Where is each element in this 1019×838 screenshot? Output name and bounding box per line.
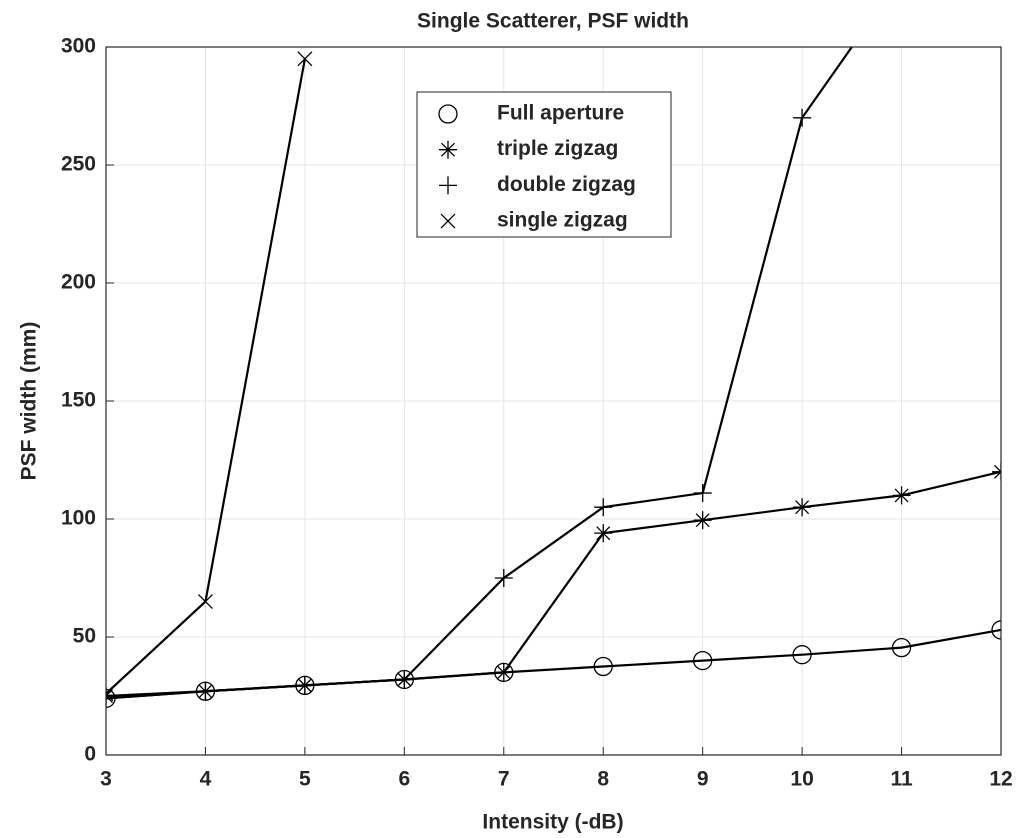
marker: [106, 686, 114, 702]
x-tick-label: 10: [790, 768, 813, 791]
legend-marker: [439, 140, 457, 159]
legend-marker: [438, 104, 458, 124]
y-tick-label: 0: [84, 743, 96, 766]
legend-marker: [439, 176, 457, 195]
marker: [693, 484, 712, 503]
y-tick-label: 50: [73, 625, 96, 648]
x-tick-label: 3: [100, 768, 112, 791]
marker: [793, 498, 812, 517]
x-tick-label: 6: [398, 768, 410, 791]
y-axis-label: PSF width (mm): [18, 322, 41, 481]
series-line: [106, 628, 1001, 700]
marker: [196, 682, 215, 701]
marker: [594, 498, 613, 517]
x-tick-label: 11: [890, 768, 913, 791]
marker: [494, 663, 513, 682]
x-tick-label: 4: [200, 768, 212, 791]
marker: [793, 108, 812, 127]
series-line: [106, 470, 1001, 698]
marker: [106, 689, 115, 708]
marker: [792, 645, 812, 665]
y-tick-label: 150: [61, 389, 96, 412]
legend-marker: [440, 213, 456, 229]
y-tick-label: 250: [61, 153, 96, 176]
legend: Full aperture triple zigzag double zigzag s…: [416, 91, 672, 238]
marker: [297, 51, 313, 67]
legend-box: [416, 91, 672, 238]
legend-label: triple zigzag: [497, 137, 618, 160]
marker: [991, 620, 1001, 640]
marker: [593, 656, 613, 677]
marker: [295, 676, 314, 695]
x-tick-label: 12: [989, 768, 1012, 791]
x-tick-label: 5: [299, 768, 311, 791]
plot-area: [106, 47, 1001, 709]
y-tick-label: 300: [61, 35, 96, 58]
marker: [594, 524, 613, 543]
legend-label: single zigzag: [497, 209, 628, 232]
marker: [395, 670, 414, 689]
marker: [197, 594, 213, 610]
y-tick-label: 100: [61, 507, 96, 530]
x-axis-label: Intensity (-dB): [482, 811, 623, 834]
x-tick-label: 8: [597, 768, 609, 791]
y-tick-label: 200: [61, 271, 96, 294]
x-tick-label: 7: [498, 768, 510, 791]
legend-label: Full aperture: [497, 102, 624, 125]
legend-label: double zigzag: [497, 173, 636, 196]
marker: [693, 511, 712, 530]
marker: [494, 569, 513, 587]
marker: [892, 486, 911, 505]
chart-title: Single Scatterer, PSF width: [417, 10, 689, 33]
x-tick-label: 9: [697, 768, 709, 791]
marker: [693, 650, 713, 671]
marker: [891, 637, 912, 658]
